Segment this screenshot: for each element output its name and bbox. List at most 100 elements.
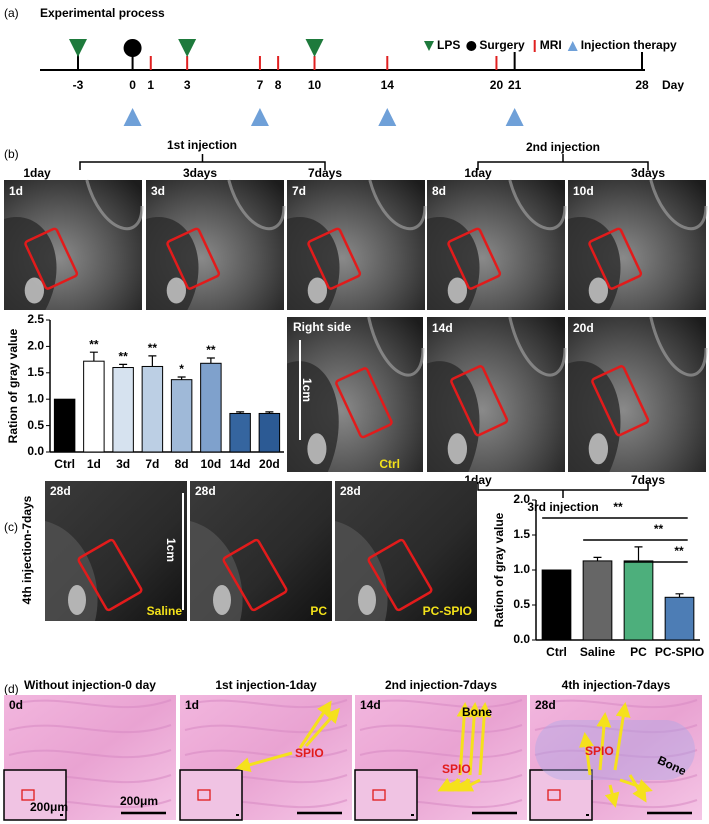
significance: *	[179, 362, 184, 376]
x-tick-label: PC	[630, 645, 647, 659]
error-bar	[634, 546, 643, 561]
panel-label: (b)	[4, 147, 19, 161]
inset-box	[21, 789, 35, 801]
error-bar	[265, 411, 274, 414]
fiber	[534, 724, 698, 734]
x-tick-label: Ctrl	[546, 645, 567, 659]
inset-box	[197, 789, 211, 801]
group-label: PC	[310, 604, 327, 618]
scale-label: 1cm	[164, 538, 178, 562]
x-tick-label: 3d	[116, 457, 130, 471]
injection-marker	[505, 108, 524, 126]
roi-box	[222, 538, 288, 612]
roi-box	[24, 227, 79, 290]
bone	[307, 277, 328, 304]
time-label: 3days	[631, 166, 665, 180]
tissue-edge	[649, 316, 708, 377]
panel-label: (a)	[4, 6, 19, 20]
day-label: 21	[508, 78, 522, 92]
inset	[354, 769, 418, 821]
image-label: 28d	[195, 484, 216, 498]
timeline-title: Experimental process	[40, 6, 165, 20]
bar	[141, 365, 164, 453]
arrow	[456, 702, 472, 776]
image-label: 28d	[535, 698, 556, 712]
scale-label: 1cm	[300, 378, 314, 402]
legend-marker	[567, 41, 578, 51]
image-label: 3d	[151, 184, 165, 198]
injection-label: 3rd injection	[527, 500, 598, 514]
image-label: Right side	[293, 320, 351, 334]
error-bar	[148, 355, 157, 367]
arrow	[613, 702, 631, 771]
roi-box	[447, 227, 502, 290]
fiber	[534, 749, 698, 759]
day-label: 14	[381, 78, 395, 92]
legend-label: MRI	[540, 38, 562, 52]
brace	[477, 482, 649, 498]
roi-box	[335, 367, 393, 439]
injection-marker	[378, 108, 397, 126]
bar	[258, 412, 281, 453]
image-label: 14d	[360, 698, 381, 712]
lps-marker	[178, 39, 197, 57]
injection-marker	[123, 108, 142, 126]
legend-marker	[533, 40, 536, 52]
lps-marker	[305, 39, 324, 57]
significance: **	[148, 341, 158, 355]
x-tick-label: 1d	[87, 457, 101, 471]
day-label: -3	[73, 78, 84, 92]
roi-box	[77, 538, 143, 612]
group-label: PC-SPIO	[423, 604, 472, 618]
y-tick-label: 2.0	[27, 339, 44, 353]
bar	[229, 412, 251, 453]
inset-box	[547, 789, 561, 801]
roi-box	[166, 227, 221, 290]
group-label: Saline	[147, 604, 183, 618]
error-bar	[177, 376, 186, 380]
day-label: 8	[275, 78, 282, 92]
arrow	[235, 751, 293, 773]
time-label: 7days	[631, 473, 665, 487]
error-bar	[236, 411, 245, 414]
image-label: 7d	[292, 184, 306, 198]
x-tick-label: 14d	[230, 457, 251, 471]
image-label: 1d	[9, 184, 23, 198]
arrow	[466, 702, 482, 776]
panel-label: (c)	[4, 520, 18, 534]
panel-title: 1st injection-1day	[215, 678, 317, 692]
tissue-edge	[649, 179, 708, 231]
spio-label: SPIO	[585, 744, 614, 758]
image-label: 0d	[9, 698, 23, 712]
panel-title: 4th injection-7days	[562, 678, 671, 692]
significance: **	[118, 350, 128, 364]
fiber	[184, 724, 348, 734]
arrow	[457, 777, 481, 792]
fiber	[359, 749, 523, 759]
axis-label: Day	[662, 78, 684, 92]
day-label: 3	[184, 78, 191, 92]
legend-marker	[466, 41, 477, 51]
tissue-edge	[367, 316, 425, 377]
tissue-edge	[227, 179, 286, 231]
time-label: 3days	[183, 166, 217, 180]
tissue-edge	[85, 179, 144, 231]
bar	[53, 398, 76, 453]
x-tick-label: 20d	[259, 457, 280, 471]
bone	[307, 433, 327, 465]
significance: **	[613, 500, 623, 514]
error-bar	[593, 556, 602, 561]
bar	[623, 560, 654, 641]
x-tick-label: Ctrl	[54, 457, 75, 471]
day-label: 0	[129, 78, 136, 92]
bar	[541, 569, 572, 641]
injection-label: 1st injection	[167, 138, 237, 152]
roi-box	[307, 227, 362, 290]
bone	[588, 433, 609, 465]
injection-label: 2nd injection	[526, 140, 600, 154]
y-tick-label: 0.0	[513, 632, 530, 646]
panel-title: Without injection-0 day	[24, 678, 156, 692]
x-tick-label: Saline	[580, 645, 616, 659]
fiber	[359, 724, 523, 734]
